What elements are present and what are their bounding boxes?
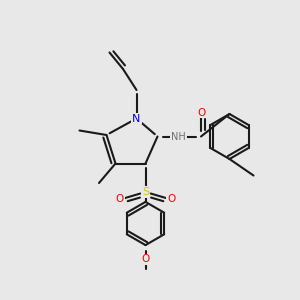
Text: N: N [132, 113, 141, 124]
Text: NH: NH [171, 131, 186, 142]
Text: S: S [142, 187, 149, 197]
Text: O: O [197, 107, 205, 118]
Text: O: O [167, 194, 175, 205]
Text: O: O [141, 254, 150, 265]
Text: O: O [116, 194, 124, 205]
